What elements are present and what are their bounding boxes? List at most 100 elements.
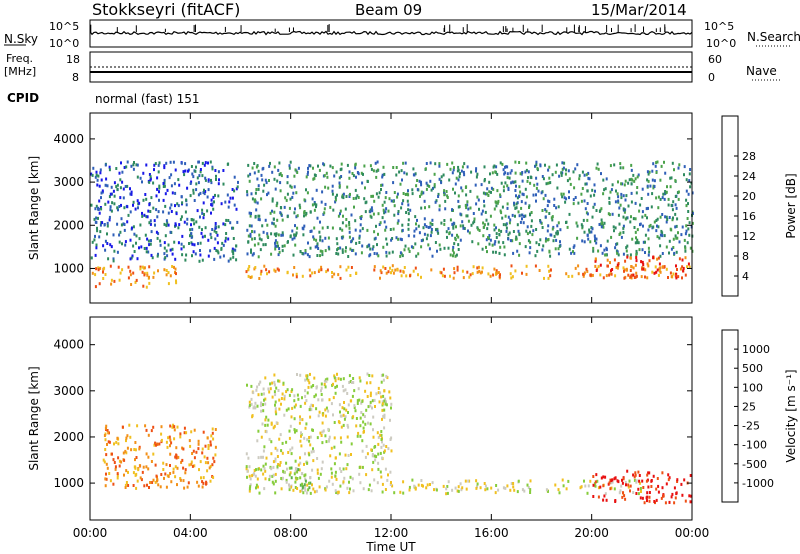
velocity-cell (384, 397, 387, 401)
power-cell (279, 189, 282, 193)
power-cell (521, 271, 523, 275)
power-cell (444, 199, 447, 203)
power-cell (385, 271, 388, 275)
power-cell (505, 226, 508, 230)
velocity-cell (381, 402, 384, 406)
power-cell (619, 203, 622, 207)
velocity-cell (205, 480, 208, 484)
power-cell (141, 214, 144, 218)
velocity-cell (632, 491, 635, 494)
power-cell (355, 241, 358, 245)
velocity-cell (361, 399, 364, 403)
velocity-cell (299, 456, 301, 460)
power-cell (97, 268, 100, 272)
power-cell (106, 232, 108, 236)
power-cell (489, 238, 492, 242)
velocity-cell (676, 478, 679, 482)
power-cell (360, 217, 363, 221)
power-cell (376, 160, 379, 164)
power-cell (611, 268, 614, 271)
power-cell (515, 237, 518, 241)
power-cell (432, 186, 434, 190)
velocity-cell (269, 382, 272, 386)
power-cell (685, 178, 688, 182)
power-cell (429, 221, 432, 225)
velocity-cell (104, 484, 107, 488)
velocity-cell (324, 414, 327, 418)
power-cell (134, 207, 137, 211)
power-cell (445, 230, 448, 234)
velocity-cell (134, 473, 137, 477)
power-cell (502, 189, 505, 193)
velocity-cell (305, 422, 308, 426)
power-cell (171, 265, 174, 268)
velocity-cell (328, 479, 331, 483)
velocity-cell (379, 451, 382, 455)
power-cell (352, 237, 355, 241)
power-cell (236, 185, 239, 189)
power-cell (295, 191, 298, 195)
power-cell (334, 198, 337, 202)
velocity-cell (333, 436, 336, 440)
velocity-cell (339, 436, 342, 440)
velocity-cell (159, 485, 162, 489)
velocity-cell (370, 448, 373, 452)
velocity-cell (627, 485, 630, 489)
power-cell (512, 230, 515, 233)
power-cell (286, 215, 289, 219)
power-cell (327, 236, 330, 240)
power-cell (518, 185, 521, 189)
power-cell (112, 259, 115, 263)
power-cell (647, 246, 650, 250)
velocity-cell (175, 453, 178, 457)
power-cell (358, 241, 361, 244)
velocity-cell (140, 478, 143, 482)
power-cell (278, 161, 281, 165)
power-cell (292, 253, 295, 257)
velocity-cell (479, 486, 482, 490)
power-cell (415, 227, 418, 231)
power-cell (689, 185, 692, 189)
velocity-cell (146, 483, 148, 487)
power-cell (124, 240, 127, 244)
velocity-cell (613, 487, 616, 491)
power-cell (105, 177, 108, 181)
velocity-cell (116, 472, 119, 476)
power-cell (199, 170, 202, 174)
power-cell (291, 195, 294, 199)
power-cell (593, 234, 596, 238)
velocity-cell (502, 486, 505, 490)
noise-right-tick-top: 10^5 (704, 20, 735, 33)
velocity-cell (375, 392, 378, 396)
power-cell (296, 226, 299, 230)
velocity-cell (475, 479, 478, 483)
power-cell (268, 179, 270, 182)
power-cell (514, 180, 517, 184)
velocity-cell (274, 472, 277, 476)
freq-tick-top: 18 (66, 53, 80, 66)
velocity-cell (270, 422, 273, 426)
power-cell (348, 223, 351, 227)
power-cell (558, 244, 561, 248)
power-cell (369, 247, 372, 251)
power-cell (483, 223, 486, 227)
velocity-cell (414, 486, 417, 490)
velocity-cell (309, 443, 312, 447)
power-cell (357, 196, 360, 199)
velocity-cell (342, 413, 345, 417)
velocity-cell (620, 484, 623, 488)
power-cell (535, 176, 538, 180)
velocity-cell (145, 452, 148, 456)
power-cell (262, 189, 265, 193)
power-cell (132, 200, 135, 204)
velocity-cell (182, 447, 185, 451)
velocity-cell (132, 471, 135, 475)
power-cell (258, 214, 261, 218)
power-cell (476, 266, 479, 270)
velocity-cell (303, 474, 306, 478)
velocity-cell (258, 491, 261, 495)
power-cell (691, 212, 694, 215)
power-cell (97, 206, 99, 210)
velocity-cell (384, 467, 387, 471)
velocity-cell (197, 439, 200, 443)
